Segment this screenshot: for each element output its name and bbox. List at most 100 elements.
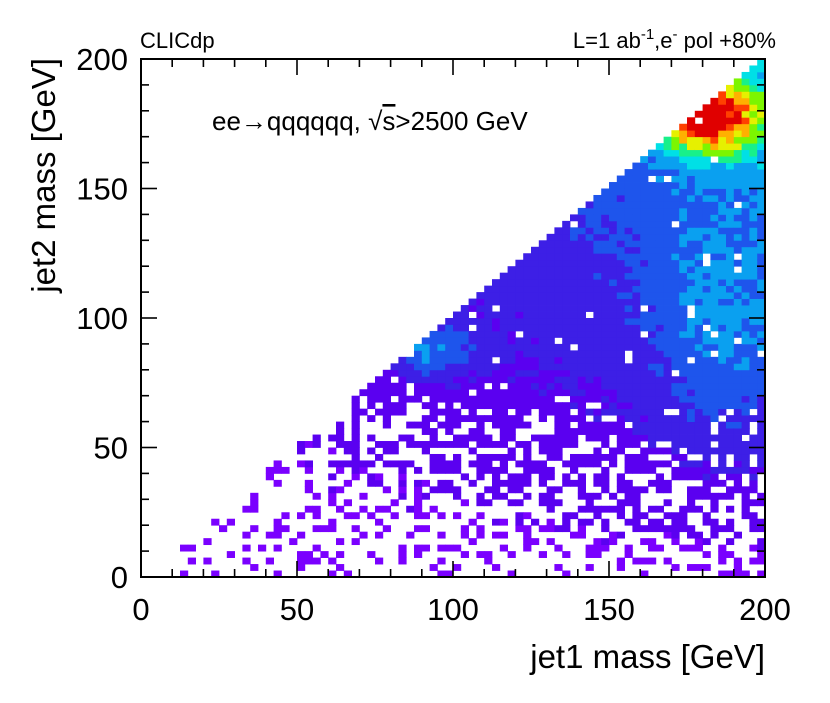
heatmap-bin bbox=[609, 311, 618, 319]
heatmap-bin bbox=[616, 292, 625, 299]
heatmap-bin bbox=[702, 305, 711, 312]
heatmap-bin bbox=[749, 311, 758, 319]
heatmap-bin bbox=[733, 389, 742, 397]
heatmap-bin bbox=[492, 531, 501, 539]
heatmap-bin bbox=[679, 318, 688, 325]
heatmap-bin bbox=[702, 453, 711, 461]
heatmap-bin bbox=[476, 525, 485, 533]
heatmap-bin bbox=[437, 324, 446, 332]
heatmap-bin bbox=[406, 376, 415, 384]
heatmap-bin bbox=[351, 460, 360, 468]
heatmap-bin bbox=[710, 169, 719, 176]
heatmap-bin bbox=[601, 395, 610, 403]
heatmap-bin bbox=[250, 564, 259, 571]
heatmap-bin bbox=[593, 279, 602, 287]
heatmap-bin bbox=[460, 369, 469, 377]
heatmap-bin bbox=[226, 551, 235, 558]
heatmap-bin bbox=[476, 389, 485, 397]
heatmap-bin bbox=[726, 285, 735, 293]
heatmap-bin bbox=[562, 376, 571, 384]
heatmap-bin bbox=[375, 505, 384, 513]
heatmap-bin bbox=[414, 376, 423, 384]
heatmap-bin bbox=[710, 233, 719, 241]
heatmap-bin bbox=[679, 246, 688, 254]
heatmap-bin bbox=[694, 240, 703, 248]
heatmap-bin bbox=[624, 415, 633, 423]
heatmap-bin bbox=[468, 356, 477, 364]
heatmap-bin bbox=[523, 305, 532, 312]
heatmap-bin bbox=[585, 220, 594, 228]
heatmap-bin bbox=[523, 538, 532, 546]
heatmap-bin bbox=[437, 531, 446, 539]
heatmap-bin bbox=[585, 227, 594, 235]
heatmap-bin bbox=[437, 408, 446, 416]
heatmap-bin bbox=[616, 233, 625, 241]
heatmap-bin bbox=[297, 447, 306, 455]
heatmap-bin bbox=[546, 395, 555, 403]
heatmap-bin bbox=[702, 227, 711, 235]
heatmap-bin bbox=[694, 492, 703, 500]
heatmap-bin bbox=[484, 395, 493, 403]
heatmap-bin bbox=[648, 434, 657, 442]
heatmap-bin bbox=[453, 466, 462, 474]
heatmap-bin bbox=[453, 460, 462, 468]
heatmap-bin bbox=[663, 479, 672, 487]
heatmap-bin bbox=[632, 233, 641, 241]
heatmap-bin bbox=[718, 220, 727, 228]
heatmap-bin bbox=[593, 240, 602, 248]
heatmap-bin bbox=[648, 382, 657, 390]
heatmap-bin bbox=[429, 402, 438, 410]
heatmap-bin bbox=[687, 564, 696, 571]
heatmap-bin bbox=[585, 564, 594, 571]
heatmap-bin bbox=[741, 246, 750, 254]
heatmap-bin bbox=[585, 240, 594, 248]
heatmap-bin bbox=[632, 512, 641, 520]
heatmap-bin bbox=[694, 318, 703, 325]
heatmap-bin bbox=[679, 369, 688, 377]
heatmap-bin bbox=[640, 434, 649, 442]
heatmap-bin bbox=[687, 421, 696, 429]
heatmap-bin bbox=[702, 382, 711, 390]
heatmap-bin bbox=[640, 337, 649, 345]
heatmap-bin bbox=[546, 253, 555, 261]
heatmap-bin bbox=[733, 460, 742, 468]
heatmap-bin bbox=[585, 305, 594, 312]
heatmap-bin bbox=[710, 266, 719, 274]
heatmap-bin bbox=[492, 279, 501, 287]
heatmap-bin bbox=[499, 330, 508, 338]
heatmap-bin bbox=[546, 298, 555, 306]
heatmap-bin bbox=[546, 382, 555, 390]
x-tick-label: 0 bbox=[132, 592, 149, 627]
heatmap-bin bbox=[421, 544, 430, 552]
heatmap-bin bbox=[531, 318, 540, 325]
heatmap-bin bbox=[679, 194, 688, 202]
heatmap-bin bbox=[640, 415, 649, 423]
heatmap-bin bbox=[733, 395, 742, 403]
heatmap-bin bbox=[453, 363, 462, 371]
heatmap-bin bbox=[484, 363, 493, 371]
heatmap-bin bbox=[398, 402, 407, 410]
heatmap-bin bbox=[437, 337, 446, 345]
heatmap-bin bbox=[601, 240, 610, 248]
heatmap-bin bbox=[406, 369, 415, 377]
heatmap-bin bbox=[733, 272, 742, 280]
heatmap-bin bbox=[655, 363, 664, 371]
heatmap-bin bbox=[429, 466, 438, 474]
heatmap-bin bbox=[577, 363, 586, 371]
heatmap-bin bbox=[757, 557, 766, 565]
heatmap-bin bbox=[429, 363, 438, 371]
heatmap-bin bbox=[741, 136, 750, 144]
heatmap-bin bbox=[609, 194, 618, 202]
heatmap-bin bbox=[429, 369, 438, 377]
heatmap-bin bbox=[515, 415, 524, 423]
heatmap-bin bbox=[601, 227, 610, 235]
heatmap-bin bbox=[655, 279, 664, 287]
heatmap-bin bbox=[624, 227, 633, 235]
heatmap-bin bbox=[554, 240, 563, 248]
heatmap-bin bbox=[749, 188, 758, 196]
heatmap-bin bbox=[655, 473, 664, 481]
heatmap-bin bbox=[640, 298, 649, 306]
heatmap-bin bbox=[546, 492, 555, 500]
heatmap-bin bbox=[312, 434, 321, 442]
heatmap-bin bbox=[476, 434, 485, 442]
